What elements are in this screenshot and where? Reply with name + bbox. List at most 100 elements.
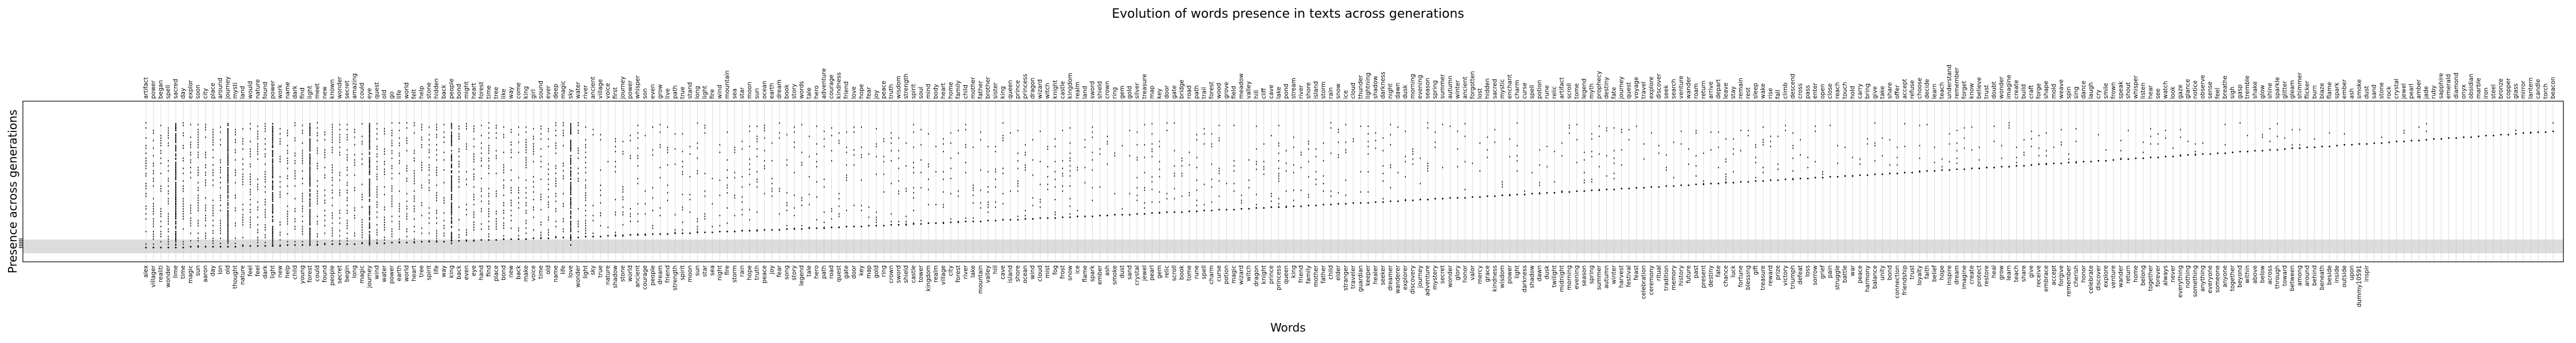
presence-mark — [339, 179, 341, 181]
presence-mark — [1397, 126, 1398, 128]
presence-mark — [1375, 147, 1376, 149]
bottom-word-label: together — [2147, 265, 2154, 291]
presence-mark — [153, 230, 154, 233]
presence-mark — [473, 138, 475, 140]
presence-mark — [398, 203, 400, 205]
presence-mark — [1628, 188, 1630, 190]
presence-mark — [1196, 157, 1198, 158]
top-word-label: ancient — [1461, 77, 1468, 99]
presence-mark — [175, 202, 177, 204]
presence-mark — [615, 234, 616, 236]
presence-mark — [973, 217, 974, 219]
presence-mark — [674, 229, 676, 231]
presence-mark — [1502, 186, 1503, 188]
top-word-label: arrive — [1708, 82, 1714, 99]
presence-mark — [600, 134, 601, 135]
presence-mark — [2038, 163, 2040, 165]
presence-mark — [2425, 123, 2427, 125]
top-word-label: rest — [1745, 87, 1752, 99]
presence-mark — [451, 171, 452, 173]
presence-mark — [398, 241, 400, 242]
bottom-word-label: among — [2296, 265, 2303, 286]
presence-mark — [943, 171, 944, 173]
presence-mark — [786, 159, 788, 161]
bottom-word-label: ancient — [634, 265, 641, 288]
presence-mark — [175, 221, 177, 222]
top-word-label: know — [1969, 83, 1976, 99]
presence-mark — [488, 221, 489, 222]
presence-mark — [1494, 195, 1496, 197]
presence-mark — [2478, 135, 2480, 137]
presence-mark — [1815, 130, 1816, 132]
bottom-word-label: back — [515, 265, 522, 280]
bottom-word-label: trust — [1909, 265, 1915, 280]
presence-mark — [413, 230, 415, 233]
presence-mark — [615, 198, 616, 201]
presence-mark — [1770, 135, 1771, 137]
presence-mark — [1062, 190, 1064, 192]
presence-mark — [287, 216, 289, 217]
presence-mark — [384, 237, 385, 238]
presence-mark — [1002, 173, 1003, 174]
presence-mark — [1218, 209, 1220, 211]
bottom-word-label: beside — [2326, 265, 2333, 285]
presence-mark — [331, 123, 333, 126]
presence-mark — [227, 230, 229, 233]
presence-mark — [2396, 141, 2398, 142]
presence-mark — [183, 132, 184, 134]
presence-mark — [391, 157, 393, 159]
presence-mark — [570, 189, 572, 190]
presence-mark — [987, 146, 989, 147]
presence-mark — [1301, 166, 1302, 169]
bottom-word-label: light — [269, 265, 276, 278]
presence-mark — [339, 210, 341, 212]
presence-mark — [145, 230, 147, 233]
presence-mark — [153, 139, 154, 142]
presence-mark — [190, 240, 191, 242]
bottom-word-label: summer — [1596, 265, 1603, 290]
presence-mark — [503, 235, 504, 237]
top-word-label: dawn — [1394, 83, 1401, 99]
presence-mark — [465, 229, 467, 231]
presence-mark — [2135, 157, 2137, 159]
presence-mark — [272, 146, 274, 148]
presence-mark — [1464, 135, 1466, 137]
presence-mark — [220, 242, 221, 244]
presence-mark — [548, 173, 549, 176]
presence-mark — [1665, 169, 1667, 171]
presence-mark — [212, 139, 214, 141]
presence-mark — [309, 133, 311, 135]
presence-mark — [369, 130, 370, 131]
presence-mark — [1583, 159, 1585, 161]
presence-mark — [227, 224, 229, 226]
presence-mark — [570, 190, 572, 192]
presence-mark — [175, 244, 177, 246]
presence-mark — [2298, 147, 2301, 149]
presence-mark — [1233, 125, 1235, 126]
presence-mark — [1136, 213, 1138, 215]
presence-mark — [331, 192, 333, 194]
bottom-word-label: night — [716, 265, 723, 281]
presence-mark — [1836, 176, 1839, 178]
presence-mark — [823, 130, 825, 132]
presence-mark — [563, 203, 564, 205]
presence-mark — [2418, 126, 2420, 128]
presence-mark — [451, 221, 452, 222]
top-word-label: valley — [1246, 81, 1253, 99]
top-word-label: village — [597, 79, 604, 99]
presence-mark — [212, 207, 214, 209]
presence-mark — [570, 131, 572, 133]
presence-mark — [413, 157, 415, 159]
presence-mark — [451, 177, 452, 178]
presence-mark — [1747, 181, 1749, 183]
presence-mark — [1397, 200, 1399, 202]
presence-mark — [465, 239, 467, 241]
presence-mark — [1240, 194, 1242, 196]
top-word-label: fear — [866, 86, 872, 99]
presence-mark — [511, 205, 512, 206]
presence-mark — [257, 153, 259, 155]
top-word-label: power — [269, 80, 276, 99]
presence-mark — [339, 189, 341, 192]
presence-mark — [488, 132, 489, 134]
bottom-word-label: crown — [888, 265, 895, 284]
